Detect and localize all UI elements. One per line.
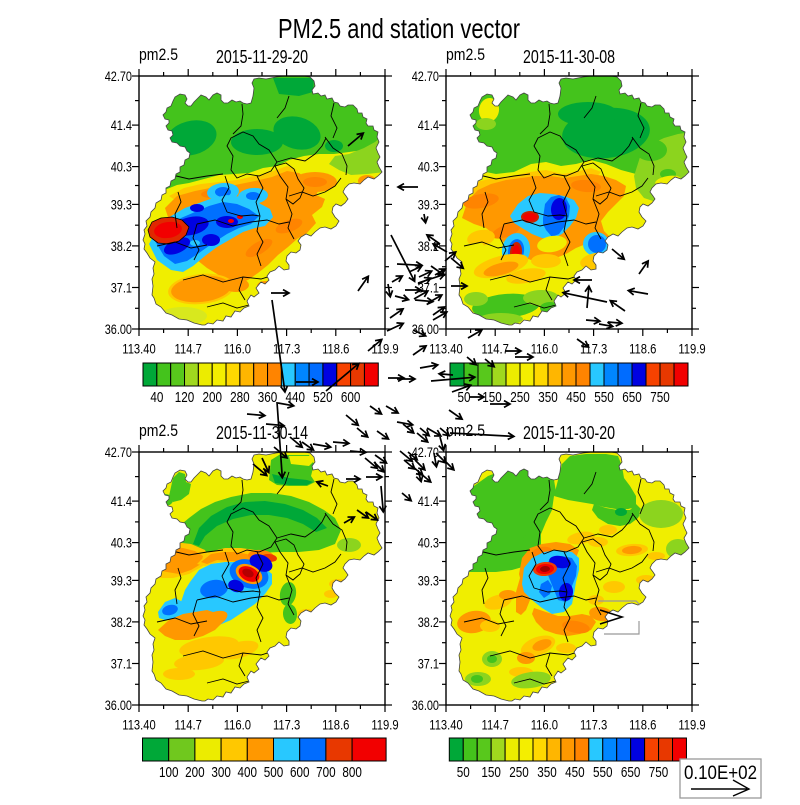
svg-text:750: 750	[649, 764, 669, 781]
svg-text:40.3: 40.3	[111, 535, 132, 551]
svg-text:36.00: 36.00	[412, 697, 439, 713]
svg-text:117.3: 117.3	[580, 341, 607, 357]
svg-text:42.70: 42.70	[105, 68, 132, 84]
svg-text:36.00: 36.00	[105, 321, 132, 337]
svg-text:440: 440	[285, 389, 305, 406]
svg-text:118.6: 118.6	[322, 717, 349, 733]
svg-text:pm2.5: pm2.5	[139, 422, 178, 440]
svg-text:116.0: 116.0	[224, 717, 251, 733]
svg-text:150: 150	[482, 389, 502, 406]
svg-text:114.7: 114.7	[482, 341, 509, 357]
svg-text:650: 650	[622, 389, 642, 406]
svg-text:118.6: 118.6	[322, 341, 349, 357]
svg-text:39.3: 39.3	[418, 196, 439, 212]
svg-text:113.40: 113.40	[429, 717, 463, 733]
svg-text:800: 800	[342, 764, 362, 781]
svg-text:114.7: 114.7	[175, 341, 202, 357]
svg-text:40: 40	[150, 389, 163, 406]
svg-text:250: 250	[509, 764, 529, 781]
svg-text:117.3: 117.3	[273, 341, 300, 357]
svg-text:650: 650	[621, 764, 641, 781]
svg-text:114.7: 114.7	[175, 717, 202, 733]
svg-text:2015-11-30-14: 2015-11-30-14	[216, 423, 308, 443]
svg-text:2015-11-30-08: 2015-11-30-08	[523, 47, 615, 67]
svg-text:400: 400	[238, 764, 258, 781]
svg-text:113.40: 113.40	[122, 717, 156, 733]
svg-text:700: 700	[316, 764, 336, 781]
svg-text:200: 200	[202, 389, 222, 406]
svg-text:40.3: 40.3	[418, 159, 439, 175]
svg-text:120: 120	[175, 389, 195, 406]
svg-text:118.6: 118.6	[629, 717, 656, 733]
svg-text:36.00: 36.00	[105, 697, 132, 713]
svg-text:350: 350	[537, 764, 557, 781]
svg-text:500: 500	[264, 764, 284, 781]
svg-text:38.2: 38.2	[111, 238, 132, 254]
svg-text:38.2: 38.2	[418, 614, 439, 630]
svg-text:550: 550	[593, 764, 613, 781]
svg-text:113.40: 113.40	[122, 341, 156, 357]
svg-text:0.10E+02: 0.10E+02	[684, 763, 757, 784]
svg-text:550: 550	[594, 389, 614, 406]
svg-text:41.4: 41.4	[111, 117, 132, 133]
svg-text:42.70: 42.70	[412, 68, 439, 84]
svg-text:pm2.5: pm2.5	[446, 46, 485, 64]
svg-text:pm2.5: pm2.5	[139, 46, 178, 64]
svg-text:50: 50	[458, 389, 471, 406]
svg-text:250: 250	[510, 389, 530, 406]
svg-text:119.9: 119.9	[371, 717, 398, 733]
svg-text:38.2: 38.2	[418, 238, 439, 254]
svg-text:600: 600	[290, 764, 310, 781]
svg-text:280: 280	[230, 389, 250, 406]
svg-text:38.2: 38.2	[111, 614, 132, 630]
svg-text:150: 150	[481, 764, 501, 781]
svg-text:119.9: 119.9	[678, 717, 705, 733]
svg-text:116.0: 116.0	[224, 341, 251, 357]
svg-text:100: 100	[159, 764, 179, 781]
svg-text:113.40: 113.40	[429, 341, 463, 357]
svg-text:40.3: 40.3	[418, 535, 439, 551]
svg-text:42.70: 42.70	[105, 444, 132, 460]
svg-text:2015-11-30-20: 2015-11-30-20	[523, 423, 615, 443]
svg-text:450: 450	[565, 764, 585, 781]
svg-text:200: 200	[185, 764, 205, 781]
svg-text:119.9: 119.9	[371, 341, 398, 357]
svg-text:300: 300	[211, 764, 231, 781]
svg-text:37.1: 37.1	[111, 656, 132, 672]
svg-text:600: 600	[341, 389, 361, 406]
svg-text:39.3: 39.3	[111, 572, 132, 588]
svg-text:37.1: 37.1	[111, 280, 132, 296]
svg-text:50: 50	[457, 764, 470, 781]
svg-text:PM2.5 and station vector: PM2.5 and station vector	[278, 13, 520, 44]
svg-text:360: 360	[258, 389, 278, 406]
svg-text:42.70: 42.70	[412, 444, 439, 460]
svg-text:41.4: 41.4	[418, 117, 439, 133]
svg-text:750: 750	[650, 389, 670, 406]
svg-text:118.6: 118.6	[629, 341, 656, 357]
svg-text:117.3: 117.3	[273, 717, 300, 733]
svg-text:116.0: 116.0	[531, 341, 558, 357]
svg-text:41.4: 41.4	[111, 493, 132, 509]
svg-text:40.3: 40.3	[111, 159, 132, 175]
svg-text:114.7: 114.7	[482, 717, 509, 733]
svg-text:pm2.5: pm2.5	[446, 422, 485, 440]
svg-text:2015-11-29-20: 2015-11-29-20	[216, 47, 308, 67]
svg-text:450: 450	[566, 389, 586, 406]
svg-text:37.1: 37.1	[418, 656, 439, 672]
svg-text:116.0: 116.0	[531, 717, 558, 733]
svg-text:41.4: 41.4	[418, 493, 439, 509]
svg-text:39.3: 39.3	[111, 196, 132, 212]
svg-text:39.3: 39.3	[418, 572, 439, 588]
svg-text:520: 520	[313, 389, 333, 406]
svg-text:119.9: 119.9	[678, 341, 705, 357]
svg-text:117.3: 117.3	[580, 717, 607, 733]
svg-text:350: 350	[538, 389, 558, 406]
